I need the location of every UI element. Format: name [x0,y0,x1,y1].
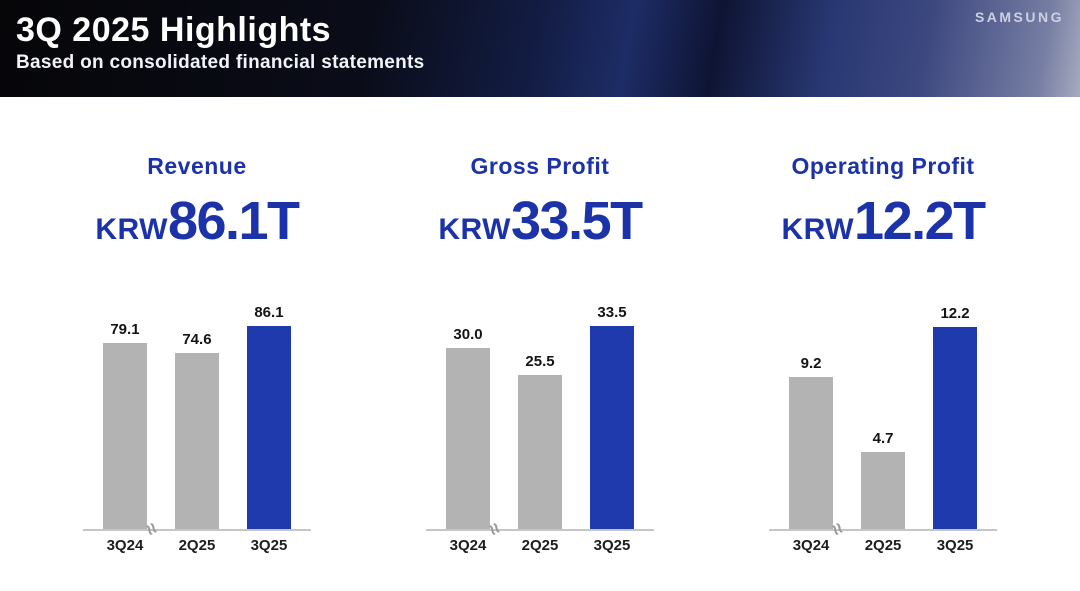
bar-group: 30.0 [446,326,490,530]
slide-header: 3Q 2025 Highlights Based on consolidated… [0,0,1080,97]
category-label: 3Q25 [593,537,631,554]
category-label: 2Q25 [521,537,559,554]
bar-value-label: 79.1 [110,321,140,338]
panel-operating-profit: Operating Profit KRW 12.2T 9.2 4.7 12.2 [714,97,1052,554]
bar-value-label: 4.7 [872,430,894,447]
bar-chart-gross-profit: 30.0 25.5 33.5 ≈ 3Q24 2Q25 3Q25 [426,272,654,554]
x-axis-line [82,529,311,531]
bar-revenue-2q25 [174,353,219,530]
category-labels: 3Q24 2Q25 3Q25 [99,537,295,554]
category-label: 3Q25 [250,537,288,554]
headline-currency: KRW [95,213,168,246]
bar-value-label: 30.0 [453,326,483,343]
bar-value-label: 33.5 [597,304,627,321]
bar-gross-3q25 [590,326,634,530]
bar-value-label: 9.2 [800,355,822,372]
x-axis-line [769,529,998,531]
panel-gross-profit: Gross Profit KRW 33.5T 30.0 25.5 33.5 [371,97,709,554]
bars-area: 9.2 4.7 12.2 ≈ [769,272,998,539]
bar-value-label: 74.6 [182,331,212,348]
category-labels: 3Q24 2Q25 3Q25 [785,537,981,554]
bar-revenue-3q24 [102,343,147,530]
bar-group: 33.5 [590,304,634,530]
headline-revenue: KRW 86.1T [95,191,300,251]
headline-operating-profit: KRW 12.2T [781,191,986,251]
category-label: 3Q24 [449,537,487,554]
panel-title-revenue: Revenue [147,153,247,179]
category-label: 2Q25 [178,537,216,554]
bar-gross-3q24 [446,348,490,530]
headline-gross-profit: KRW 33.5T [438,191,643,251]
bar-gross-2q25 [518,375,562,530]
bar-group: 25.5 [518,353,562,530]
bar-operating-3q25 [933,327,978,530]
headline-value: 12.2T [854,191,986,251]
bar-value-label: 25.5 [525,353,555,370]
headline-value: 33.5T [511,191,643,251]
page-title: 3Q 2025 Highlights [16,11,332,49]
category-label: 3Q24 [106,537,144,554]
bar-group: 74.6 [174,331,219,530]
bars-area: 79.1 74.6 86.1 ≈ [82,272,311,539]
category-labels: 3Q24 2Q25 3Q25 [442,537,638,554]
category-label: 3Q24 [792,537,830,554]
x-axis-line [426,529,654,531]
bar-value-label: 86.1 [254,304,284,321]
bar-operating-2q25 [861,452,906,530]
page-subtitle: Based on consolidated financial statemen… [16,52,425,74]
bar-revenue-3q25 [246,326,291,530]
headline-currency: KRW [781,213,855,246]
bar-group: 4.7 [861,430,906,530]
bar-operating-3q24 [789,377,834,530]
headline-value: 86.1T [167,191,300,251]
panel-revenue: Revenue KRW 86.1T 79.1 74.6 86.1 [28,97,366,554]
highlights-panels: Revenue KRW 86.1T 79.1 74.6 86.1 [0,97,1080,554]
bar-chart-operating-profit: 9.2 4.7 12.2 ≈ 3Q24 2Q25 3Q25 [769,272,998,554]
panel-title-operating-profit: Operating Profit [791,153,975,179]
category-label: 3Q25 [936,537,974,554]
panel-title-gross-profit: Gross Profit [470,153,610,179]
bar-group: 12.2 [933,305,978,530]
bar-group: 86.1 [246,304,291,530]
bars-area: 30.0 25.5 33.5 ≈ [426,272,654,539]
bar-group: 9.2 [789,355,834,530]
bar-group: 79.1 [102,321,147,530]
samsung-logo: SAMSUNG [974,9,1064,25]
bar-value-label: 12.2 [940,305,970,322]
bar-chart-revenue: 79.1 74.6 86.1 ≈ 3Q24 2Q25 3Q25 [82,272,311,554]
headline-currency: KRW [438,213,511,246]
category-label: 2Q25 [864,537,902,554]
